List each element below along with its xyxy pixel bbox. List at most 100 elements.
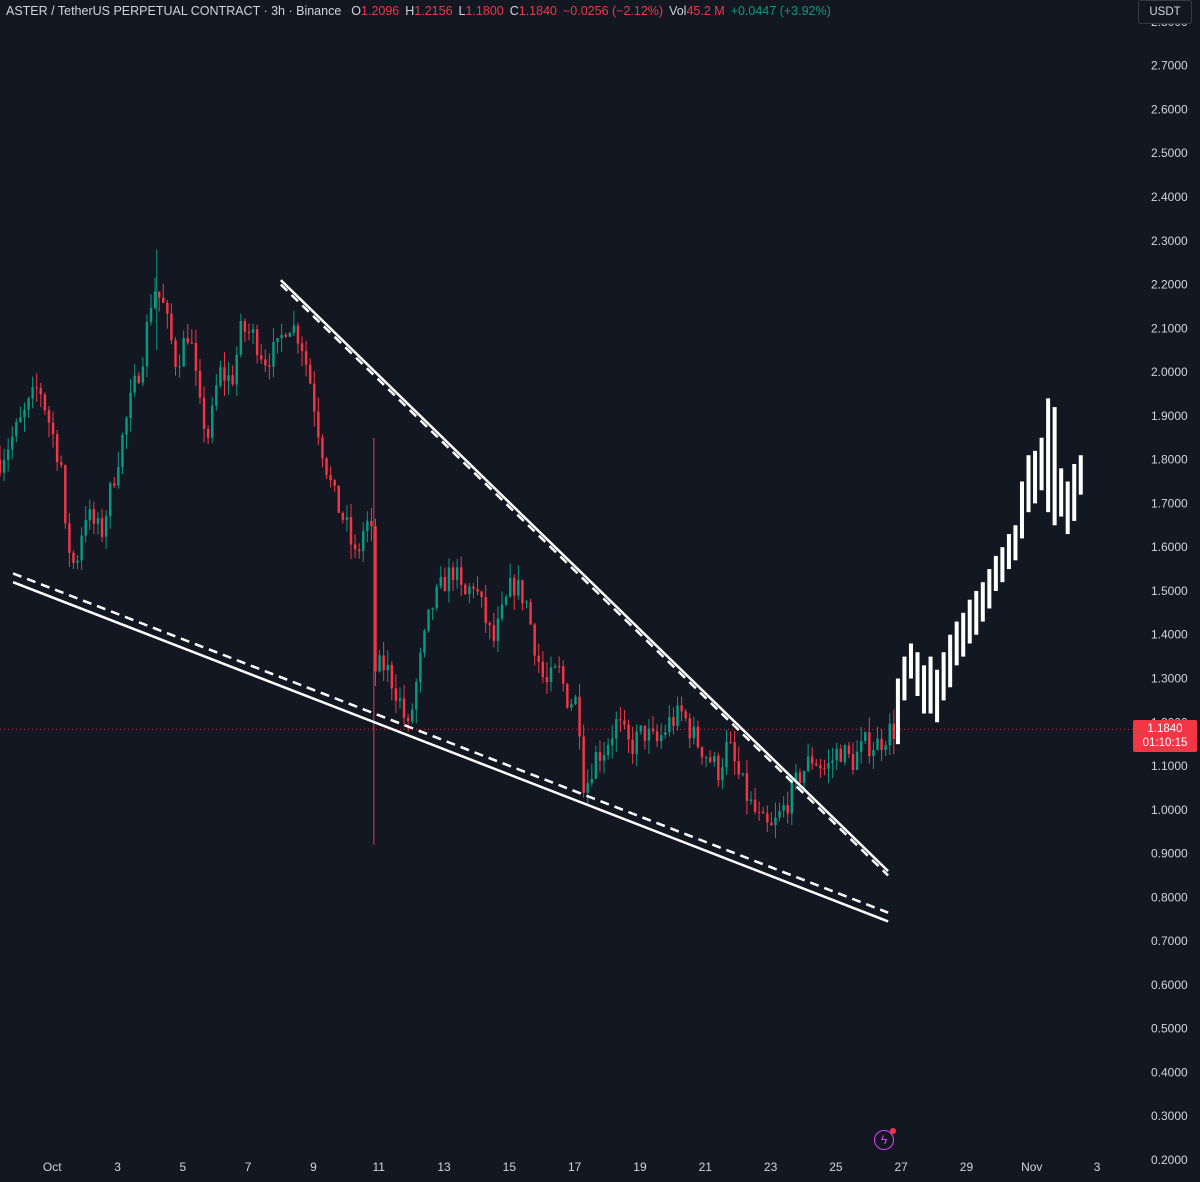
candle-body — [786, 804, 789, 814]
candle-body — [533, 624, 536, 656]
time-tick-label: 29 — [960, 1160, 974, 1174]
candle-body — [819, 765, 822, 769]
candle-body — [402, 698, 406, 718]
candle-body — [790, 780, 794, 814]
candle-body — [553, 666, 557, 668]
candle-body — [615, 719, 618, 739]
candle-body — [504, 596, 508, 605]
candle-body — [288, 333, 292, 337]
projection-bar — [961, 612, 966, 657]
price-tick-label: 2.0000 — [1151, 365, 1188, 379]
projection-bar — [908, 643, 913, 679]
bar-countdown: 01:10:15 — [1142, 737, 1188, 749]
price-tick-label: 1.7000 — [1151, 496, 1188, 510]
candle-body — [341, 512, 345, 520]
candle-body — [321, 437, 324, 459]
candle-body — [129, 392, 132, 419]
symbol-header[interactable]: ASTER / TetherUS PERPETUAL CONTRACT · 3h… — [6, 2, 831, 20]
candle-body — [749, 799, 753, 801]
open-value: 1.2096 — [361, 4, 400, 18]
candle-body — [141, 366, 145, 383]
price-tick-label: 2.3000 — [1151, 234, 1188, 248]
symbol-title[interactable]: ASTER / TetherUS PERPETUAL CONTRACT · 3h… — [6, 4, 342, 18]
candle-body — [566, 683, 569, 708]
candle-body — [145, 321, 149, 367]
candle-body — [647, 728, 651, 741]
volume-label: Vol — [669, 4, 687, 18]
candle-body — [708, 757, 712, 763]
price-tick-label: 1.6000 — [1151, 540, 1188, 554]
candle-body — [439, 577, 443, 587]
projection-bar — [967, 599, 972, 644]
projection-bar — [1013, 525, 1018, 561]
candle-body — [623, 720, 626, 725]
candle-body — [562, 666, 565, 684]
time-tick-label: 9 — [310, 1160, 317, 1174]
projection-bar — [941, 652, 946, 701]
candle-body — [468, 586, 471, 595]
projection-bar — [1019, 481, 1024, 539]
candle-body — [761, 811, 765, 814]
candle-body — [590, 778, 594, 784]
candle-body — [529, 602, 532, 625]
candle-body — [680, 705, 683, 712]
projection-bar — [954, 621, 959, 666]
candle-body — [72, 552, 75, 563]
currency-button[interactable]: USDT — [1138, 0, 1192, 24]
candle-body — [492, 625, 496, 641]
candle-body — [170, 313, 173, 341]
projection-bar — [1052, 407, 1057, 526]
candle-body — [166, 302, 169, 314]
candle-body — [745, 773, 749, 801]
candle-body — [427, 609, 430, 631]
projection-bar — [948, 634, 953, 688]
candle-body — [215, 385, 218, 406]
candle-body — [304, 351, 308, 365]
candle-body — [149, 307, 153, 322]
price-tick-label: 1.0000 — [1151, 803, 1188, 817]
candle-body — [276, 338, 279, 343]
candle-body — [333, 480, 336, 486]
candle-body — [578, 696, 581, 737]
candle-body — [847, 745, 851, 755]
candle-body — [113, 483, 116, 486]
candle-body — [153, 291, 157, 308]
price-tick-label: 0.6000 — [1151, 978, 1188, 992]
candle-body — [537, 655, 540, 662]
candle-body — [280, 334, 283, 339]
candle-body — [243, 320, 247, 332]
candle-body — [639, 725, 643, 732]
candle-body — [725, 741, 728, 768]
price-tick-label: 0.3000 — [1151, 1109, 1188, 1123]
projection-bar — [1026, 455, 1031, 513]
candle-body — [108, 483, 112, 517]
candle-body — [864, 732, 867, 742]
notification-dot — [890, 1128, 896, 1134]
candle-body — [876, 738, 879, 751]
candle-body — [35, 387, 38, 389]
candle-body — [64, 465, 67, 524]
candle-body — [635, 731, 638, 755]
projection-bar — [922, 665, 927, 714]
candle-body — [284, 334, 287, 337]
time-tick-label: 19 — [633, 1160, 647, 1174]
trendline-dashed — [279, 283, 889, 877]
projection-bar — [1078, 455, 1083, 495]
candle-body — [664, 732, 667, 735]
close-value: 1.1840 — [518, 4, 557, 18]
projection-bar — [993, 555, 998, 591]
candle-body — [888, 723, 891, 746]
candle-body — [198, 370, 202, 398]
candle-body — [753, 799, 757, 812]
lightning-bolt-icon[interactable]: ϟ — [874, 1128, 896, 1150]
candle-body — [574, 696, 577, 705]
close-label: C — [509, 4, 519, 18]
candle-body — [19, 417, 22, 423]
candle-body — [459, 567, 463, 585]
candle-body — [219, 367, 222, 386]
candle-body — [480, 591, 483, 598]
candle-body — [117, 467, 120, 486]
candle-body — [782, 804, 785, 811]
price-tick-label: 2.1000 — [1151, 321, 1188, 335]
